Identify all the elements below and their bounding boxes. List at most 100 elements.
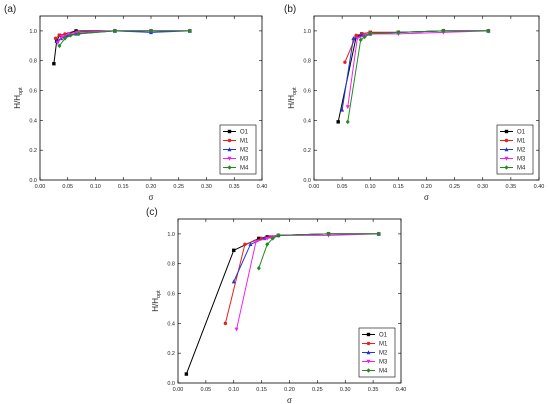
y-tick-label: 0.6 [303,89,311,95]
x-tick-label: 0.20 [284,387,295,393]
y-tick-label: 0.8 [167,262,175,268]
data-point-m4 [326,231,331,237]
legend-marker-m3 [366,359,371,364]
x-tick-label: 0.35 [229,184,240,190]
data-point-m4 [396,30,401,35]
series-m3 [234,232,381,332]
data-point-o1 [336,120,340,124]
data-point-m2 [231,279,236,284]
data-point-m1 [57,33,62,38]
y-axis-label-main: H/H [13,95,22,109]
legend-label-m2: M2 [240,148,249,154]
chart-panel-c: (c) 0.00 0.05 0.10 0.15 0.20 0.25 0.30 0.35 0.40 0… [146,207,406,404]
x-tick-label: 0.05 [337,184,348,190]
y-tick-label: 0.6 [29,89,37,95]
legend-label-m1: M1 [379,342,388,348]
y-axis-label-subscript: opt [18,87,24,95]
series-line-o1 [53,30,190,64]
y-tick-label: 0.0 [303,178,311,184]
data-point-m3 [75,30,80,35]
x-axis-label: σ [424,193,429,202]
series-line-m3 [236,233,379,330]
legend: O1 M1 M2 M3 M4 [496,124,534,175]
series-m4 [57,28,192,49]
legend-label-m3: M3 [240,157,249,163]
series-m3 [345,29,491,110]
data-point-m2 [340,107,345,112]
y-tick-label: 0.0 [167,381,175,387]
y-tick-label: 0.8 [303,59,311,65]
x-tick-label: 0.00 [35,184,46,190]
y-tick-label: 0.4 [29,118,37,124]
legend-marker-m3 [504,156,509,161]
y-tick-label: 0.4 [303,118,311,124]
data-point-m4 [76,31,81,37]
series-line-m4 [347,30,489,122]
data-point-m3 [254,239,259,244]
series-line-m2 [341,30,489,111]
x-tick-label: 0.25 [449,184,460,190]
data-point-m1 [243,242,247,247]
data-point-m1 [354,33,358,38]
data-point-m4 [62,36,67,41]
series-m4 [345,28,491,125]
panel-label: (a) [4,4,16,15]
legend-marker-m1 [227,138,232,143]
legend-marker-o1 [366,332,371,337]
y-tick-label: 0.2 [303,148,311,154]
legend-marker-m2 [504,147,509,152]
series-line-m1 [224,233,379,324]
x-tick-label: 0.35 [506,184,517,190]
x-tick-label: 0.05 [62,184,73,190]
data-point-m4 [276,233,281,238]
legend-label-o1: O1 [517,130,526,136]
data-point-m4 [256,265,261,271]
data-point-m2 [351,36,356,41]
y-tick-label: 1.0 [303,29,311,35]
x-tick-label: 0.40 [257,184,268,190]
legend-label-m4: M4 [379,369,388,375]
x-tick-label: 0.25 [173,184,184,190]
panel-label: (c) [146,207,158,218]
series-m2 [340,28,491,112]
series-m4 [256,231,381,271]
x-tick-label: 0.20 [146,184,157,190]
y-axis-label: H/Hopt [151,290,162,312]
series-line-o1 [185,233,379,375]
data-point-m4 [265,242,270,247]
legend-label-m2: M2 [379,351,388,357]
x-tick-label: 0.20 [421,184,432,190]
data-point-m3 [55,41,60,46]
y-tick-label: 1.0 [29,29,37,35]
y-tick-label: 0.4 [167,321,175,327]
legend-marker-m1 [366,341,371,346]
data-point-m4 [270,236,275,241]
legend-label-m4: M4 [240,166,249,172]
legend-label-o1: O1 [240,130,249,136]
y-axis-label-subscript: opt [156,290,162,298]
y-tick-label: 0.6 [167,292,175,298]
legend-marker-m4 [504,165,509,170]
x-tick-label: 0.30 [201,184,212,190]
data-point-o1 [184,372,189,376]
x-tick-label: 0.15 [118,184,129,190]
series-line-o1 [337,30,489,122]
x-tick-label: 0.05 [201,387,212,393]
series-o1 [184,232,381,376]
x-tick-label: 0.10 [228,387,239,393]
data-point-o1 [257,236,261,241]
data-point-m4 [376,231,381,237]
data-point-m4 [362,34,367,40]
data-point-m4 [368,31,373,37]
series-m1 [223,232,381,326]
legend-marker-m4 [366,368,371,373]
legend: O1 M1 M2 M3 M4 [219,124,257,175]
chart-panel-b: (b) 0.00 0.05 0.10 0.15 0.20 0.25 0.30 0.35 0.40 0… [284,4,544,202]
y-axis-label: H/Hopt [287,87,298,109]
y-tick-label: 0.2 [167,351,175,357]
y-axis-label-subscript: opt [292,87,298,95]
legend-marker-o1 [227,129,232,134]
series-line-m4 [258,233,379,269]
series-m2 [231,231,381,284]
